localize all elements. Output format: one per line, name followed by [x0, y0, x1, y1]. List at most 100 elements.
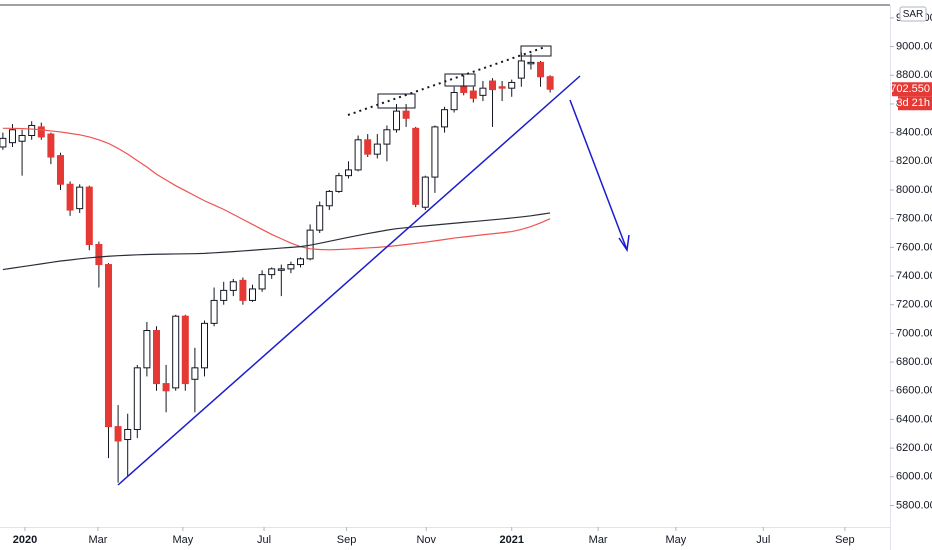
moving-average: [2, 212, 551, 271]
candle-body: [364, 139, 372, 155]
candle-body: [258, 274, 266, 290]
candle-body: [172, 315, 180, 389]
y-tick-label: 6800.000: [896, 356, 932, 368]
y-tick-label: 6600.000: [896, 385, 932, 397]
y-tick-label: 6200.000: [896, 442, 932, 454]
candle-body: [537, 61, 545, 78]
candle-body: [249, 288, 257, 301]
candle-body: [402, 110, 410, 119]
candle-body: [441, 109, 449, 128]
arrow-head: [618, 234, 630, 253]
last-price: 8702.550: [884, 83, 930, 95]
candle-body: [66, 183, 74, 211]
candle-body: [47, 133, 55, 158]
candle-body: [162, 383, 170, 392]
candle-body: [335, 175, 343, 192]
candle-body: [297, 258, 305, 266]
candle-body: [124, 428, 132, 441]
candle-body: [393, 110, 401, 131]
x-tick-label: 2020: [13, 534, 37, 546]
y-tick-label: 8400.000: [896, 127, 932, 139]
candle-body: [287, 264, 295, 270]
y-tick-label: 6400.000: [896, 413, 932, 425]
candle-body: [479, 87, 487, 96]
x-tick-label: Jul: [756, 534, 770, 546]
currency-box: [899, 6, 927, 22]
y-tick-label: 7400.000: [896, 270, 932, 282]
candle-body: [200, 322, 208, 369]
x-tick-label: May: [666, 534, 687, 546]
candle-body: [181, 315, 189, 385]
x-tick-label: Sep: [835, 534, 855, 546]
drawings: [117, 45, 630, 486]
candle-body: [143, 330, 151, 369]
currency: SAR: [903, 9, 924, 20]
candle-body: [152, 330, 160, 385]
candle-body: [210, 299, 218, 324]
y-tick-label: 8200.000: [896, 155, 932, 167]
candle-body: [8, 129, 16, 144]
y-tick-label: 8000.000: [896, 184, 932, 196]
y-tick-label: 8800.000: [896, 69, 932, 81]
y-tick-label: 5800.000: [896, 499, 932, 511]
candle-body: [421, 176, 429, 208]
candle-body: [239, 279, 247, 301]
candle-body: [104, 264, 112, 428]
candle-body: [469, 90, 477, 99]
candle-body: [76, 186, 84, 210]
candle-body: [498, 86, 506, 89]
candle-body: [489, 80, 497, 91]
box: [377, 93, 416, 109]
candle-body: [383, 129, 391, 145]
y-tick-label: 7600.000: [896, 241, 932, 253]
y-tick-label: 7800.000: [896, 213, 932, 225]
x-tick-label: Nov: [416, 534, 436, 546]
y-tick-label: 7200.000: [896, 299, 932, 311]
x-tick-label: 2021: [499, 534, 523, 546]
candle-body: [114, 426, 122, 442]
candle-body: [450, 91, 458, 111]
y-tick-label: 9000.000: [896, 40, 932, 52]
moving-average: [2, 127, 551, 251]
candle-body: [18, 135, 26, 142]
y-tick-label: 7000.000: [896, 327, 932, 339]
candle-body: [277, 268, 285, 271]
y-tick-label: 6000.000: [896, 471, 932, 483]
candle-body: [316, 205, 324, 231]
x-tick-label: Sep: [337, 534, 357, 546]
candle-body: [325, 190, 333, 207]
candle-body: [460, 86, 468, 93]
last-price-box: [892, 82, 932, 97]
candle-body: [0, 137, 7, 148]
arrow-line: [569, 99, 628, 251]
x-tick-label: Mar: [88, 534, 107, 546]
countdown: 3d 21h: [896, 97, 930, 109]
candle-body: [345, 169, 353, 177]
countdown-box: [898, 96, 932, 111]
candle-body: [546, 76, 554, 90]
candle-body: [229, 281, 237, 291]
candle-body: [268, 268, 276, 276]
box: [444, 73, 476, 87]
x-tick-label: Jul: [257, 534, 271, 546]
candle-body: [95, 243, 103, 266]
candle-body: [527, 61, 535, 65]
candle-body: [220, 289, 228, 301]
candle-body: [508, 81, 516, 89]
x-tick-label: May: [173, 534, 194, 546]
trend-line: [117, 75, 581, 486]
candle-body: [373, 143, 381, 155]
candle-body: [85, 186, 93, 245]
candle-body: [133, 367, 141, 430]
candle-body: [354, 139, 362, 171]
candle-body: [412, 127, 420, 205]
candle-body: [56, 155, 64, 185]
candle-body: [28, 124, 36, 137]
candle-body: [191, 367, 199, 380]
x-tick-label: Mar: [589, 534, 608, 546]
candle-body: [37, 126, 45, 138]
candle-body: [431, 126, 439, 178]
plot-area: [0, 52, 554, 483]
